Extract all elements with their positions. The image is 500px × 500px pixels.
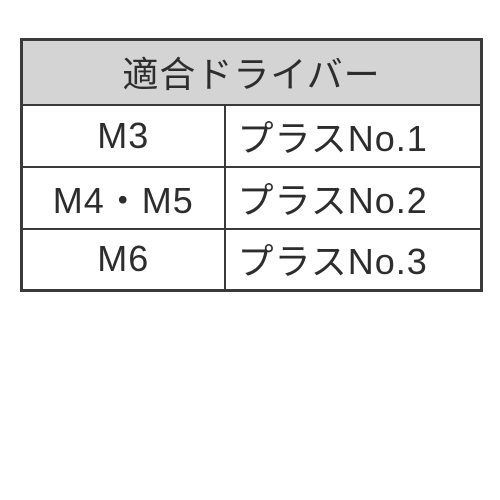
- cell-size: M4・M5: [22, 167, 225, 229]
- table-row: M3 プラスNo.1: [22, 105, 482, 167]
- table-row: M6 プラスNo.3: [22, 229, 482, 291]
- cell-driver: プラスNo.2: [225, 167, 482, 229]
- cell-size: M6: [22, 229, 225, 291]
- table-row: M4・M5 プラスNo.2: [22, 167, 482, 229]
- cell-size: M3: [22, 105, 225, 167]
- compat-driver-table: 適合ドライバー M3 プラスNo.1 M4・M5 プラスNo.2 M6 プラスN…: [20, 38, 483, 292]
- cell-driver: プラスNo.1: [225, 105, 482, 167]
- cell-driver: プラスNo.3: [225, 229, 482, 291]
- table-header: 適合ドライバー: [22, 40, 482, 105]
